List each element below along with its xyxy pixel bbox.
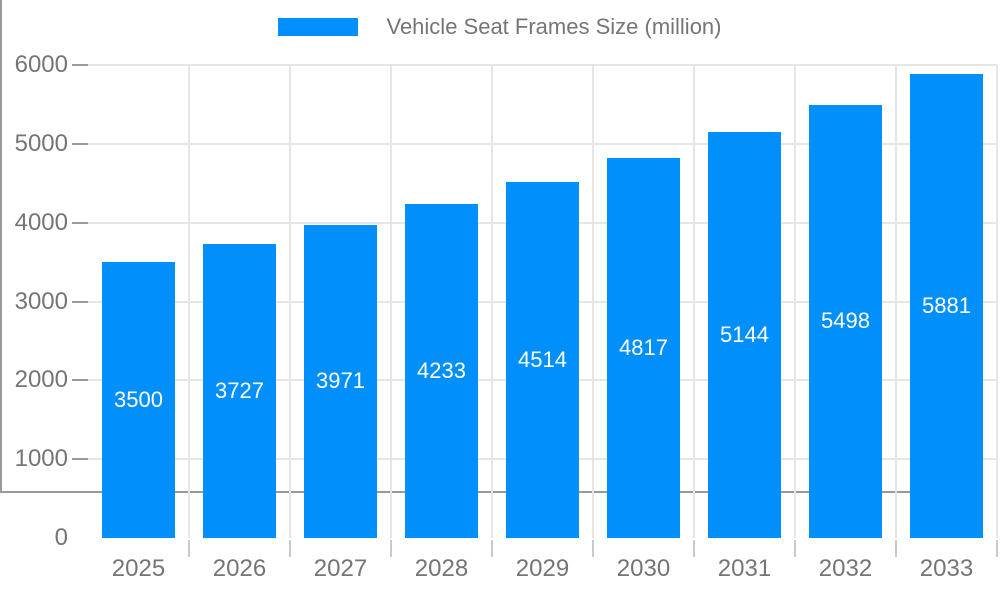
- x-gridline: [390, 65, 392, 538]
- bar-value-label: 3500: [114, 387, 163, 413]
- y-tick-label: 1000: [14, 445, 68, 473]
- y-tick: [72, 142, 88, 145]
- x-gridline: [289, 65, 291, 538]
- x-tick: [794, 540, 796, 557]
- y-tick: [72, 64, 88, 66]
- x-gridline: [895, 65, 897, 538]
- bar[interactable]: 3971: [304, 224, 377, 538]
- x-tick: [289, 540, 291, 557]
- x-tick-label: 2026: [212, 555, 267, 582]
- x-gridline: [794, 65, 796, 538]
- x-tick: [996, 540, 998, 557]
- bar-value-label: 5498: [821, 308, 870, 334]
- legend-label: Vehicle Seat Frames Size (million): [386, 14, 722, 39]
- x-tick-label: 2027: [313, 555, 368, 582]
- x-tick: [188, 540, 190, 557]
- y-tick-label: 2000: [14, 366, 68, 394]
- legend-swatch: [278, 18, 359, 36]
- x-gridline: [693, 65, 695, 538]
- y-tick-label: 6000: [14, 51, 68, 78]
- x-tick: [491, 540, 493, 557]
- bar-value-label: 5881: [922, 293, 971, 319]
- x-gridline: [592, 65, 594, 538]
- bar[interactable]: 3500: [102, 262, 175, 538]
- y-tick: [72, 300, 88, 303]
- bar-value-label: 3727: [215, 378, 264, 404]
- x-tick: [693, 540, 695, 557]
- y-tick-label: 3000: [14, 287, 68, 315]
- bar-value-label: 4514: [518, 347, 567, 373]
- y-tick-label: 4000: [14, 208, 68, 236]
- bar[interactable]: 4514: [506, 182, 579, 538]
- chart-legend[interactable]: Vehicle Seat Frames Size (million): [0, 14, 1000, 40]
- x-tick-label: 2031: [717, 555, 772, 582]
- x-tick-label: 2033: [919, 555, 974, 582]
- x-gridline: [491, 65, 493, 538]
- y-axis-line: [0, 0, 2, 491]
- bar-value-label: 4233: [417, 358, 466, 384]
- bar-value-label: 5144: [720, 322, 769, 348]
- bar[interactable]: 5881: [910, 74, 983, 538]
- bar[interactable]: 4233: [405, 204, 478, 538]
- y-tick: [72, 379, 88, 382]
- bar[interactable]: 5498: [809, 104, 882, 538]
- y-tick-label: 5000: [14, 129, 68, 157]
- x-tick: [592, 540, 594, 557]
- bar[interactable]: 3727: [203, 244, 276, 538]
- x-tick-label: 2029: [515, 555, 570, 582]
- x-tick: [390, 540, 392, 557]
- y-tick: [72, 221, 88, 224]
- y-gridline: [88, 64, 997, 66]
- y-tick-label: 0: [54, 524, 68, 551]
- x-gridline: [996, 65, 998, 538]
- bar[interactable]: 4817: [607, 158, 680, 538]
- bar-value-label: 3971: [316, 368, 365, 394]
- x-tick-label: 2028: [414, 555, 469, 582]
- y-tick: [72, 458, 88, 461]
- bar[interactable]: 5144: [708, 132, 781, 538]
- x-tick-label: 2025: [111, 555, 166, 582]
- x-tick-label: 2032: [818, 555, 873, 582]
- y-gridline: [88, 142, 997, 145]
- bar-value-label: 4817: [619, 335, 668, 361]
- x-gridline: [188, 65, 190, 538]
- x-tick: [895, 540, 897, 557]
- x-tick-label: 2030: [616, 555, 671, 582]
